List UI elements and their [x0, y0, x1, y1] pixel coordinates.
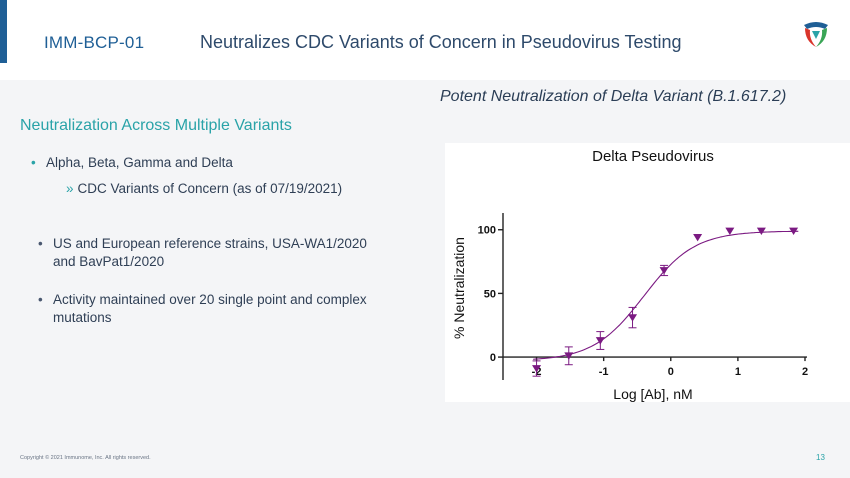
- x-tick-label: 1: [735, 366, 741, 378]
- bullet-text: Activity maintained over 20 single point…: [53, 292, 367, 325]
- data-point: [564, 352, 574, 360]
- copyright-notice: Copyright © 2021 Immunome, Inc. All righ…: [20, 455, 151, 461]
- delta-chart-panel: Delta Pseudovirus Log [Ab], nM % Neutral…: [445, 143, 850, 402]
- data-point: [725, 227, 735, 236]
- program-code: IMM-BCP-01: [44, 33, 145, 52]
- slide-header: IMM-BCP-01 Neutralizes CDC Variants of C…: [0, 0, 850, 80]
- data-point: [789, 227, 799, 236]
- bullet-text: Alpha, Beta, Gamma and Delta: [46, 155, 233, 170]
- data-point: [595, 337, 605, 345]
- bullet-text: US and European reference strains, USA-W…: [53, 236, 367, 269]
- sigmoid-fit-line: [533, 230, 799, 360]
- chart-subheading: Potent Neutralization of Delta Variant (…: [440, 88, 787, 105]
- sub-bullet-item: » CDC Variants of Concern (as of 07/19/20…: [66, 181, 342, 196]
- section-title: Neutralization Across Multiple Variants: [20, 117, 292, 134]
- company-logo-icon: [804, 22, 828, 47]
- data-point: [659, 267, 669, 275]
- x-tick-label: 2: [802, 366, 808, 378]
- bullet-dot-icon: •: [31, 155, 36, 170]
- x-tick-label: 0: [668, 366, 674, 378]
- data-points: [532, 227, 799, 377]
- bullet-dot-icon: •: [38, 236, 43, 251]
- data-point: [532, 365, 542, 373]
- y-tick-label: 50: [484, 288, 496, 300]
- x-tick-label: -1: [599, 366, 609, 378]
- neutralization-chart: Delta Pseudovirus Log [Ab], nM % Neutral…: [451, 148, 808, 402]
- y-axis-label: % Neutralization: [451, 237, 467, 339]
- data-point: [628, 314, 638, 322]
- bullet-dot-icon: •: [38, 292, 43, 307]
- y-tick-label: 100: [478, 225, 496, 237]
- fit-curve: [533, 230, 799, 360]
- data-point: [693, 234, 703, 242]
- page-number: 13: [816, 453, 825, 462]
- x-axis-label: Log [Ab], nM: [613, 386, 692, 402]
- slide-title: Neutralizes CDC Variants of Concern in P…: [200, 32, 682, 52]
- data-point: [756, 227, 766, 236]
- y-tick-label: 0: [490, 352, 496, 364]
- chevron-right-icon: »: [66, 181, 74, 196]
- header-accent-bar: [0, 0, 7, 63]
- sub-bullet-text: CDC Variants of Concern (as of 07/19/202…: [77, 181, 343, 196]
- chart-title: Delta Pseudovirus: [592, 148, 714, 165]
